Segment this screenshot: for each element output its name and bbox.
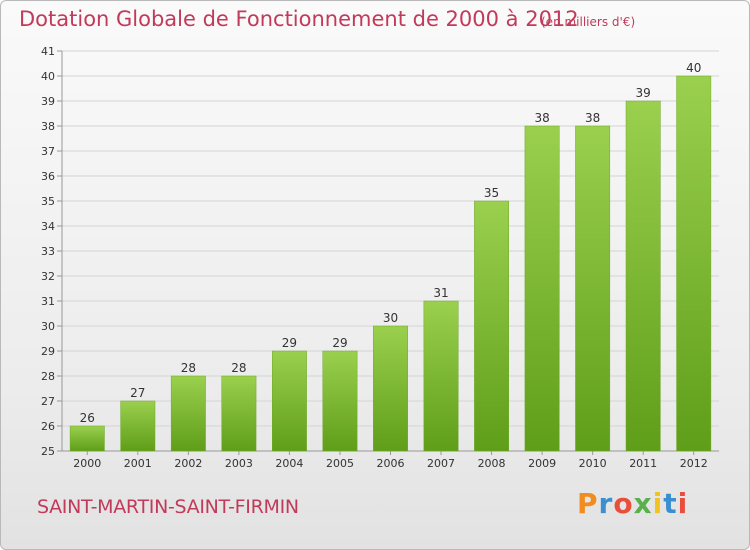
data-label-2006: 30 [383,311,398,325]
y-tick-label: 27 [41,395,55,408]
proxiti-logo: Proxiti [577,487,688,520]
bar-2008 [474,200,510,452]
bars [69,75,712,452]
y-tick-label: 35 [41,195,55,208]
bar-2004 [271,350,307,452]
data-label-2002: 28 [181,361,196,375]
x-tick-labels: 2000 2001 2002 2003 2004 2005 2006 2007 2008 2009… [73,457,707,470]
logo-letter: x [633,487,653,520]
data-label-2009: 38 [534,111,549,125]
y-tick-label: 34 [41,220,55,233]
y-tick-label: 36 [41,170,55,183]
y-tick-label: 31 [41,295,55,308]
y-tick-label: 30 [41,320,55,333]
bar-2002 [170,375,206,452]
y-tick-label: 33 [41,245,55,258]
x-tick-label-2006: 2006 [377,457,405,470]
logo-letter: o [613,487,634,520]
logo-letter: r [598,487,614,520]
x-tick-label-2001: 2001 [124,457,152,470]
data-label-2010: 38 [585,111,600,125]
data-label-2001: 27 [130,386,145,400]
bar-2001 [120,400,156,452]
y-tick-label: 39 [41,95,55,108]
y-tick-label: 25 [41,445,55,458]
x-tick-label-2010: 2010 [579,457,607,470]
bar-2012 [676,75,712,452]
data-label-2005: 29 [332,336,347,350]
logo-letter: i [677,487,689,520]
y-tick-label: 28 [41,370,55,383]
y-tick-label: 26 [41,420,55,433]
y-tick-label: 40 [41,70,55,83]
data-label-2008: 35 [484,186,499,200]
data-label-2011: 39 [636,86,651,100]
x-tick-label-2007: 2007 [427,457,455,470]
x-tick-label-2002: 2002 [174,457,202,470]
x-tick-label-2008: 2008 [478,457,506,470]
x-tick-label-2005: 2005 [326,457,354,470]
logo-letter: P [577,487,599,520]
x-tick-label-2009: 2009 [528,457,556,470]
commune-name: SAINT-MARTIN-SAINT-FIRMIN [37,496,299,518]
bar-2003 [221,375,257,452]
x-tick-label-2011: 2011 [629,457,657,470]
y-tick-labels: 25 26 27 28 29 30 31 32 33 34 35 36 37 38 39 40 41 [41,45,55,458]
chart-unit: (en milliers d'€) [541,15,636,29]
bar-2010 [575,125,611,452]
data-labels: 26 27 28 28 29 29 30 31 35 38 38 39 40 [80,61,702,425]
x-tick-label-2004: 2004 [275,457,303,470]
y-tick-label: 32 [41,270,55,283]
logo-letter: t [663,487,678,520]
data-label-2012: 40 [686,61,701,75]
y-tick-label: 38 [41,120,55,133]
y-tick-label: 37 [41,145,55,158]
y-tick-label: 29 [41,345,55,358]
x-tick-label-2000: 2000 [73,457,101,470]
x-tick-label-2012: 2012 [680,457,708,470]
bar-2005 [322,350,358,452]
chart-title: Dotation Globale de Fonctionnement de 20… [19,7,579,31]
bar-2011 [625,100,661,452]
data-label-2003: 28 [231,361,246,375]
data-label-2007: 31 [433,286,448,300]
logo-letter: i [652,487,664,520]
data-label-2000: 26 [80,411,95,425]
bar-2007 [423,300,459,452]
data-label-2004: 29 [282,336,297,350]
x-tick-label-2003: 2003 [225,457,253,470]
bar-2009 [524,125,560,452]
bar-2000 [69,425,105,452]
bar-2006 [373,325,408,452]
y-tick-label: 41 [41,45,55,58]
